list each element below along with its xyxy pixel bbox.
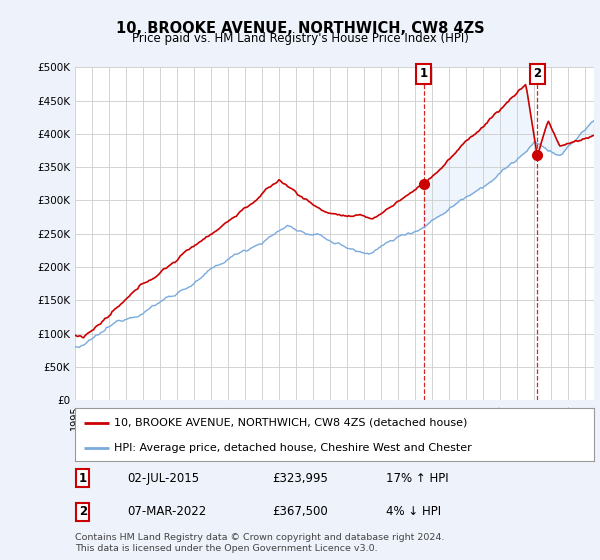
Text: 10, BROOKE AVENUE, NORTHWICH, CW8 4ZS (detached house): 10, BROOKE AVENUE, NORTHWICH, CW8 4ZS (d… (114, 418, 467, 428)
Text: 1: 1 (420, 67, 428, 81)
Text: 10, BROOKE AVENUE, NORTHWICH, CW8 4ZS: 10, BROOKE AVENUE, NORTHWICH, CW8 4ZS (116, 21, 484, 36)
Text: Price paid vs. HM Land Registry's House Price Index (HPI): Price paid vs. HM Land Registry's House … (131, 32, 469, 45)
Text: 2: 2 (79, 506, 87, 519)
Text: HPI: Average price, detached house, Cheshire West and Chester: HPI: Average price, detached house, Ches… (114, 442, 472, 452)
Text: Contains HM Land Registry data © Crown copyright and database right 2024.
This d: Contains HM Land Registry data © Crown c… (75, 533, 445, 553)
Text: £367,500: £367,500 (272, 506, 328, 519)
Text: £323,995: £323,995 (272, 472, 328, 484)
Text: 2: 2 (533, 67, 541, 81)
Text: 02-JUL-2015: 02-JUL-2015 (127, 472, 199, 484)
Text: 4% ↓ HPI: 4% ↓ HPI (386, 506, 442, 519)
Text: 17% ↑ HPI: 17% ↑ HPI (386, 472, 449, 484)
Text: 07-MAR-2022: 07-MAR-2022 (127, 506, 206, 519)
Text: 1: 1 (79, 472, 87, 484)
